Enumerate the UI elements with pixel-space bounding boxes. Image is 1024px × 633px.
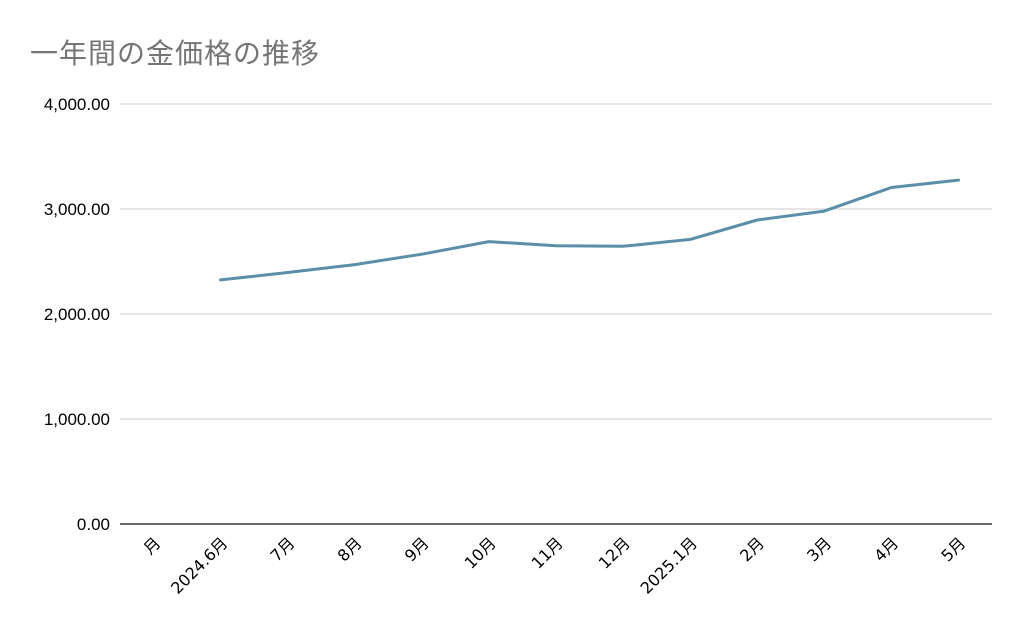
y-tick-label: 3,000.00	[44, 200, 110, 219]
x-tick-label: 10月	[461, 533, 500, 572]
x-tick-label: 2月	[736, 533, 768, 565]
x-tick-label: 4月	[870, 533, 902, 565]
y-tick-label: 2,000.00	[44, 305, 110, 324]
y-axis-ticks: 0.00 1,000.00 2,000.00 3,000.00 4,000.00	[44, 95, 110, 534]
x-tick-label: 月	[140, 533, 165, 558]
x-tick-label: 3月	[803, 533, 835, 565]
chart-title: 一年間の金価格の推移	[30, 37, 321, 70]
x-tick-label: 7月	[267, 533, 299, 565]
y-tick-label: 4,000.00	[44, 95, 110, 114]
x-tick-label: 11月	[528, 533, 567, 572]
x-axis-ticks: 月 2024.6月 7月 8月 9月 10月 11月 12月 2025.1月 2月 3月 4月 5月	[140, 533, 970, 597]
y-tick-label: 1,000.00	[44, 410, 110, 429]
x-tick-label: 9月	[401, 533, 433, 565]
y-tick-label: 0.00	[77, 515, 110, 534]
gridlines	[120, 103, 992, 420]
x-tick-label: 5月	[937, 533, 969, 565]
series-line	[219, 178, 960, 282]
x-tick-label: 2025.1月	[637, 533, 701, 597]
x-tick-label: 2024.6月	[167, 533, 231, 597]
x-tick-label: 8月	[334, 533, 366, 565]
series-lines	[219, 178, 960, 282]
x-tick-label: 12月	[595, 533, 634, 572]
